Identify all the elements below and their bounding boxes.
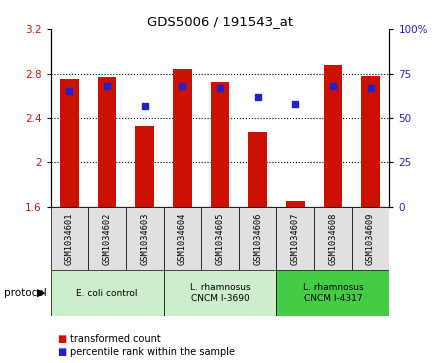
Text: ■: ■ [57,334,66,344]
Bar [88,207,126,270]
Bar [136,126,154,207]
Text: ■: ■ [57,347,66,357]
Bar [323,65,342,207]
Text: L. rhamnosus
CNCM I-4317: L. rhamnosus CNCM I-4317 [303,284,363,303]
Bar [201,207,239,270]
Text: E. coli control: E. coli control [76,289,138,298]
Text: GSM1034605: GSM1034605 [216,212,224,265]
Text: GSM1034602: GSM1034602 [103,212,112,265]
Bar [51,270,164,316]
Text: percentile rank within the sample: percentile rank within the sample [70,347,235,357]
Bar [276,207,314,270]
Bar [126,207,164,270]
Bar [51,207,88,270]
Bar [164,270,276,316]
Text: GSM1034607: GSM1034607 [291,212,300,265]
Text: GSM1034603: GSM1034603 [140,212,149,265]
Bar [286,201,305,207]
Bar [314,207,352,270]
Text: GSM1034609: GSM1034609 [366,212,375,265]
Bar [60,79,79,207]
Bar [248,132,267,207]
Text: L. rhamnosus
CNCM I-3690: L. rhamnosus CNCM I-3690 [190,284,250,303]
Bar [173,69,192,207]
Text: transformed count: transformed count [70,334,161,344]
Text: ▶: ▶ [37,288,46,298]
Text: protocol: protocol [4,288,47,298]
Text: GSM1034601: GSM1034601 [65,212,74,265]
Bar [276,270,389,316]
Title: GDS5006 / 191543_at: GDS5006 / 191543_at [147,15,293,28]
Text: GSM1034604: GSM1034604 [178,212,187,265]
Text: GSM1034608: GSM1034608 [328,212,337,265]
Text: GSM1034606: GSM1034606 [253,212,262,265]
Bar [352,207,389,270]
Bar [239,207,276,270]
Bar [164,207,201,270]
Bar [211,82,229,207]
Bar [361,76,380,207]
Bar [98,77,117,207]
